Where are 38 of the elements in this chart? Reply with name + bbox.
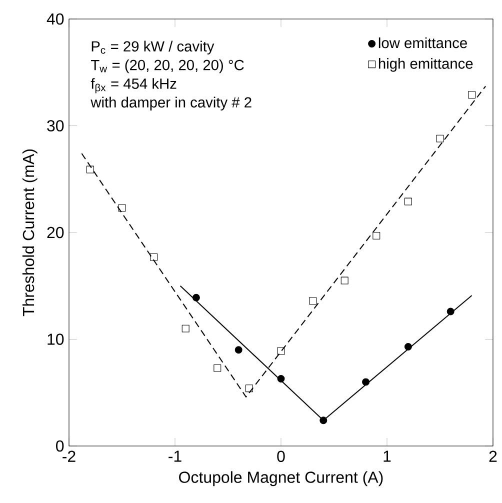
x-tick-label: -1: [168, 450, 182, 462]
annotation: f$_{βx}$ = 454 kHz: [90, 78, 176, 94]
point: [404, 342, 412, 350]
annotation: T$_{w}$ = (20, 20, 20, 20) °C: [91, 59, 244, 74]
point: [277, 375, 285, 382]
y-tick-label: 10: [48, 334, 64, 345]
x-tick-label: 0: [277, 450, 285, 462]
y-tick-label: 0: [56, 440, 64, 452]
point: [150, 253, 158, 261]
y-tick-label: 20: [47, 226, 64, 238]
point: [468, 91, 476, 99]
point: [372, 232, 380, 240]
legend-label: low emittance: [378, 37, 467, 48]
x-tick-label: 2: [489, 450, 497, 462]
point: [362, 378, 370, 386]
point: [446, 308, 454, 316]
annotation: with damper in cavity # 2: [90, 96, 252, 110]
annotation: P$_{c}$ = 29 kW / cavity: [92, 40, 214, 54]
point: [245, 384, 253, 392]
point: [192, 294, 200, 302]
y-tick-label: 40: [46, 13, 64, 25]
point: [277, 347, 285, 355]
point: [436, 134, 444, 142]
point: [86, 166, 94, 174]
x-axis-title: Octupole Magnet Current (A): [179, 471, 383, 486]
point: [309, 297, 317, 305]
y-axis-title: Threshold Current (mA): [22, 150, 38, 316]
point: [182, 324, 190, 332]
point: [320, 416, 328, 424]
x-tick-label: 1: [384, 450, 391, 462]
point: [404, 198, 412, 206]
y-tick-label: 30: [47, 120, 64, 132]
x-tick-label: -2: [62, 450, 76, 462]
point: [214, 364, 222, 372]
point: [118, 204, 126, 212]
legend-label: high emittance: [378, 58, 473, 72]
point: [340, 276, 348, 284]
point: [234, 346, 242, 354]
